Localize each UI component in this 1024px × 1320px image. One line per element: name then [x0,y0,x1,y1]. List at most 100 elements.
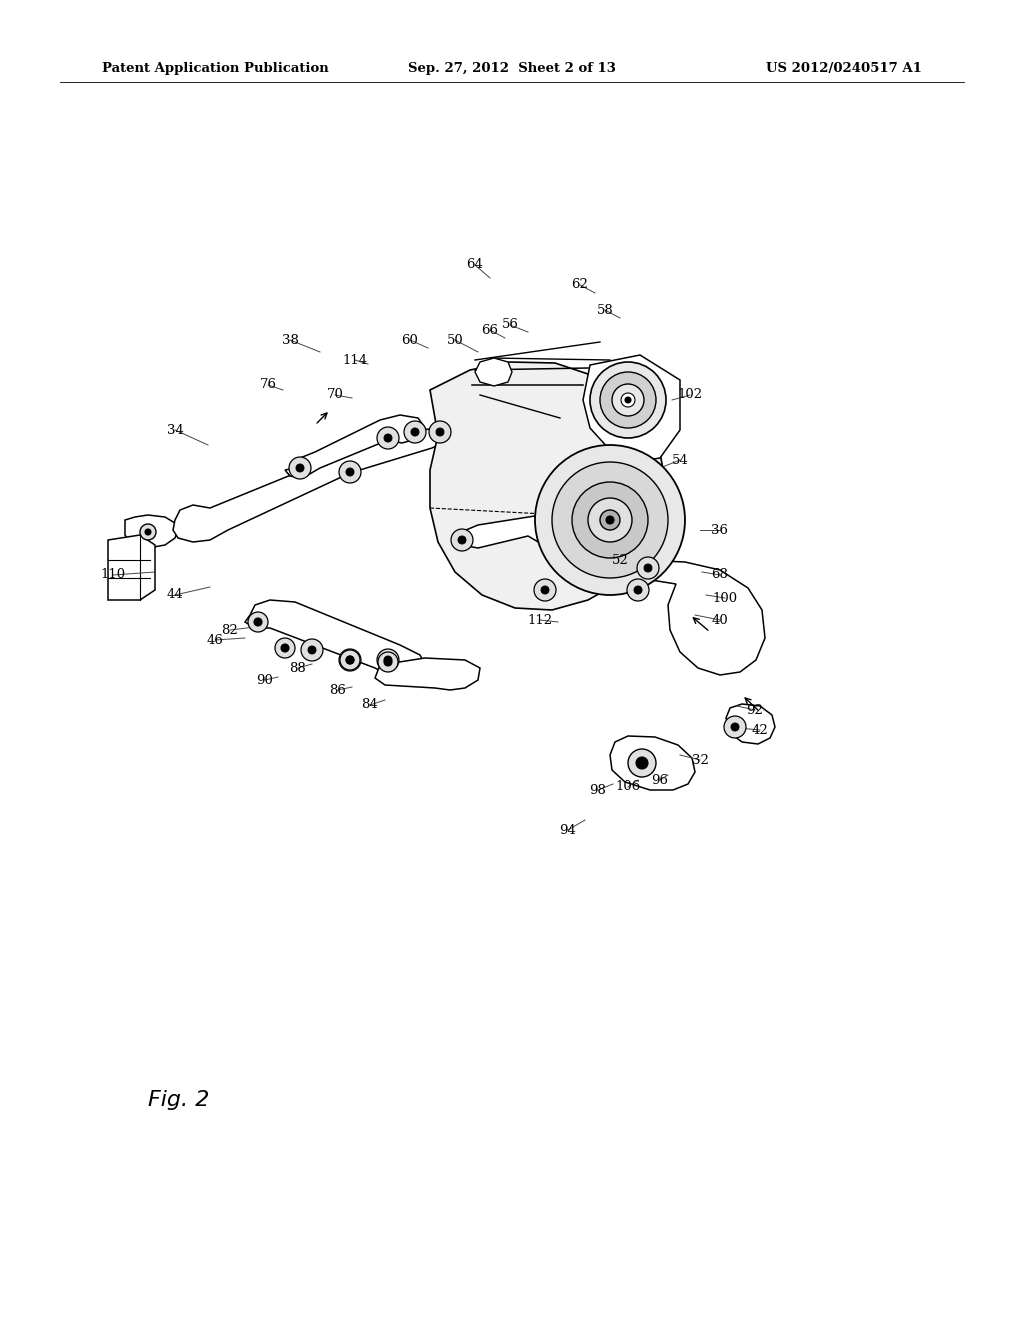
Polygon shape [108,535,155,601]
Circle shape [634,586,642,594]
Polygon shape [620,560,765,675]
Polygon shape [583,355,680,462]
Text: 60: 60 [401,334,419,346]
Circle shape [627,579,649,601]
Circle shape [588,498,632,543]
Text: Patent Application Publication: Patent Application Publication [102,62,329,75]
Circle shape [301,639,323,661]
Circle shape [384,656,392,664]
Circle shape [572,482,648,558]
Text: Sep. 27, 2012  Sheet 2 of 13: Sep. 27, 2012 Sheet 2 of 13 [408,62,616,75]
Circle shape [346,656,354,664]
Text: 42: 42 [752,723,768,737]
Circle shape [275,638,295,657]
Circle shape [600,510,620,531]
Circle shape [644,564,652,572]
Circle shape [612,384,644,416]
Circle shape [535,445,685,595]
Text: 32: 32 [691,754,709,767]
Text: 64: 64 [467,259,483,272]
Text: 38: 38 [282,334,298,346]
Text: 84: 84 [361,698,379,711]
Polygon shape [375,657,480,690]
Text: 36: 36 [712,524,728,536]
Circle shape [384,434,392,442]
Text: 52: 52 [611,553,629,566]
Text: 114: 114 [342,354,368,367]
Text: 90: 90 [257,673,273,686]
Text: 66: 66 [481,323,499,337]
Circle shape [340,649,360,671]
Circle shape [429,421,451,444]
Circle shape [534,579,556,601]
Circle shape [590,362,666,438]
Text: 44: 44 [167,589,183,602]
Circle shape [384,657,392,667]
Polygon shape [245,601,425,680]
Circle shape [377,649,399,671]
Polygon shape [285,414,425,478]
Text: US 2012/0240517 A1: US 2012/0240517 A1 [766,62,922,75]
Circle shape [621,393,635,407]
Circle shape [404,421,426,444]
Circle shape [628,748,656,777]
Text: 76: 76 [259,379,276,392]
Circle shape [346,469,354,477]
Circle shape [296,465,304,473]
Circle shape [378,652,398,672]
Text: 92: 92 [746,704,764,717]
Text: 70: 70 [327,388,343,401]
Circle shape [289,457,311,479]
Text: 112: 112 [527,614,553,627]
Circle shape [140,524,156,540]
Circle shape [254,618,262,626]
Text: 94: 94 [559,824,577,837]
Polygon shape [125,515,178,548]
Polygon shape [475,358,512,385]
Circle shape [731,723,739,731]
Polygon shape [462,512,645,591]
Circle shape [436,428,444,436]
Text: 34: 34 [167,424,183,437]
Circle shape [625,397,631,403]
Text: Fig. 2: Fig. 2 [148,1090,209,1110]
Text: 54: 54 [672,454,688,466]
Polygon shape [726,704,775,744]
Circle shape [606,516,614,524]
Circle shape [145,529,151,535]
Text: 98: 98 [590,784,606,796]
Polygon shape [610,737,695,789]
Circle shape [636,756,648,770]
Circle shape [552,462,668,578]
Circle shape [411,428,419,436]
Circle shape [600,372,656,428]
Polygon shape [173,428,449,543]
Text: 100: 100 [713,591,737,605]
Text: 88: 88 [290,661,306,675]
Text: 50: 50 [446,334,464,346]
Text: 86: 86 [330,684,346,697]
Circle shape [281,644,289,652]
Circle shape [451,529,473,550]
Text: 110: 110 [100,569,126,582]
Text: 62: 62 [571,279,589,292]
Circle shape [377,426,399,449]
Text: 40: 40 [712,614,728,627]
Circle shape [339,461,361,483]
Text: 106: 106 [615,780,641,793]
Circle shape [248,612,268,632]
Text: 96: 96 [651,774,669,787]
Circle shape [541,586,549,594]
Text: 46: 46 [207,634,223,647]
Text: 68: 68 [712,569,728,582]
Polygon shape [430,362,665,610]
Circle shape [308,645,316,653]
Text: 56: 56 [502,318,518,331]
Circle shape [339,649,361,671]
Text: 58: 58 [597,304,613,317]
Circle shape [724,715,746,738]
Text: 82: 82 [221,623,239,636]
Text: 102: 102 [678,388,702,401]
Circle shape [458,536,466,544]
Circle shape [346,656,354,664]
